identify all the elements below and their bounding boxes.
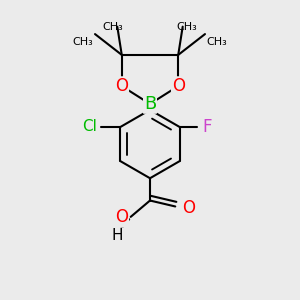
Text: O: O [172, 77, 185, 95]
Text: CH₃: CH₃ [73, 37, 94, 46]
Text: O: O [115, 208, 128, 226]
Text: O: O [182, 199, 195, 217]
Text: CH₃: CH₃ [177, 22, 197, 32]
Text: H: H [112, 228, 123, 243]
Text: CH₃: CH₃ [103, 22, 123, 32]
Text: Cl: Cl [82, 119, 97, 134]
Text: O: O [115, 77, 128, 95]
Text: B: B [144, 95, 156, 113]
Text: F: F [202, 118, 211, 136]
Text: CH₃: CH₃ [206, 37, 227, 46]
